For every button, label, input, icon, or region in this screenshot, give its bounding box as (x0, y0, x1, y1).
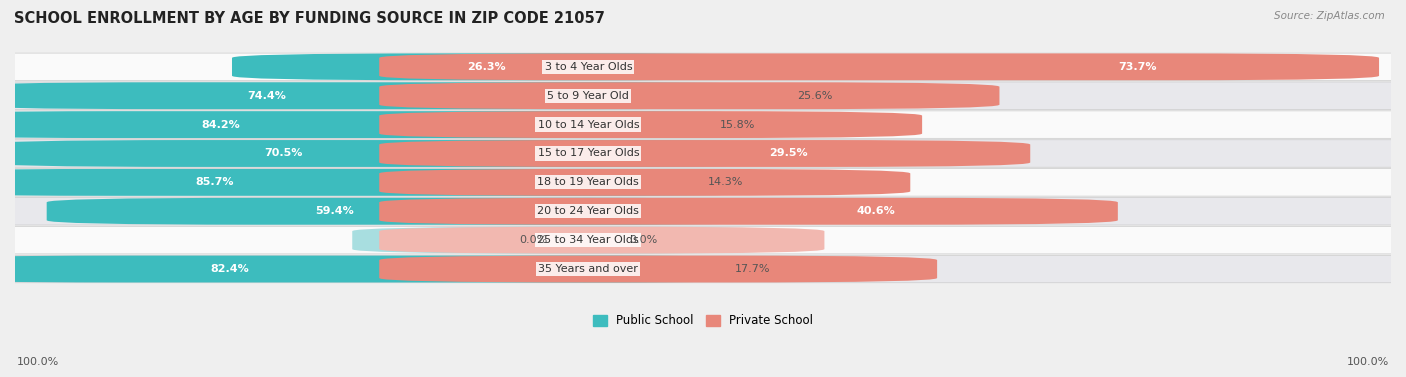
Bar (194, 144, 588, 162)
FancyBboxPatch shape (380, 82, 1000, 109)
Bar (588, 202, 908, 220)
Text: 82.4%: 82.4% (209, 264, 249, 274)
Text: 3 to 4 Year Olds: 3 to 4 Year Olds (544, 62, 633, 72)
Text: 100.0%: 100.0% (1347, 357, 1389, 367)
Text: 0.0%: 0.0% (520, 235, 548, 245)
FancyBboxPatch shape (380, 169, 910, 196)
Legend: Public School, Private School: Public School, Private School (593, 314, 813, 327)
FancyBboxPatch shape (0, 140, 1406, 167)
Bar (588, 260, 728, 278)
Text: 15 to 17 Year Olds: 15 to 17 Year Olds (537, 149, 640, 158)
Bar (588, 58, 1170, 76)
Bar (441, 58, 588, 76)
FancyBboxPatch shape (380, 256, 938, 282)
FancyBboxPatch shape (0, 169, 797, 196)
FancyBboxPatch shape (0, 53, 1406, 81)
Text: SCHOOL ENROLLMENT BY AGE BY FUNDING SOURCE IN ZIP CODE 21057: SCHOOL ENROLLMENT BY AGE BY FUNDING SOUR… (14, 11, 605, 26)
Text: 73.7%: 73.7% (1118, 62, 1157, 72)
Text: 74.4%: 74.4% (247, 91, 285, 101)
Bar (117, 116, 588, 133)
Bar (588, 87, 790, 105)
FancyBboxPatch shape (46, 198, 797, 225)
FancyBboxPatch shape (353, 227, 797, 254)
FancyBboxPatch shape (232, 54, 797, 80)
Text: 35 Years and over: 35 Years and over (538, 264, 638, 274)
Bar (108, 173, 588, 192)
Text: 5 to 9 Year Old: 5 to 9 Year Old (547, 91, 630, 101)
Text: 85.7%: 85.7% (195, 177, 233, 187)
Bar (172, 87, 588, 105)
Text: 0.0%: 0.0% (628, 235, 657, 245)
FancyBboxPatch shape (0, 227, 1406, 254)
Text: 17.7%: 17.7% (735, 264, 770, 274)
FancyBboxPatch shape (0, 82, 1406, 109)
FancyBboxPatch shape (0, 111, 797, 138)
FancyBboxPatch shape (0, 140, 797, 167)
Text: 10 to 14 Year Olds: 10 to 14 Year Olds (537, 120, 640, 130)
FancyBboxPatch shape (380, 54, 1379, 80)
Bar (256, 202, 588, 220)
Bar (588, 116, 713, 133)
Text: 100.0%: 100.0% (17, 357, 59, 367)
FancyBboxPatch shape (0, 82, 797, 109)
Bar (588, 144, 821, 162)
Text: Source: ZipAtlas.com: Source: ZipAtlas.com (1274, 11, 1385, 21)
Text: 18 to 19 Year Olds: 18 to 19 Year Olds (537, 177, 640, 187)
Text: 25.6%: 25.6% (797, 91, 832, 101)
Text: 25 to 34 Year Olds: 25 to 34 Year Olds (537, 235, 640, 245)
Text: 20 to 24 Year Olds: 20 to 24 Year Olds (537, 206, 640, 216)
FancyBboxPatch shape (0, 169, 1406, 196)
Text: 84.2%: 84.2% (202, 120, 240, 130)
Bar (127, 260, 588, 278)
Text: 59.4%: 59.4% (315, 206, 354, 216)
Text: 40.6%: 40.6% (856, 206, 896, 216)
Text: 15.8%: 15.8% (720, 120, 755, 130)
FancyBboxPatch shape (380, 140, 1031, 167)
Text: 70.5%: 70.5% (264, 149, 304, 158)
Text: 26.3%: 26.3% (468, 62, 506, 72)
FancyBboxPatch shape (380, 198, 1118, 225)
FancyBboxPatch shape (0, 111, 1406, 138)
FancyBboxPatch shape (380, 227, 824, 254)
Text: 14.3%: 14.3% (709, 177, 744, 187)
FancyBboxPatch shape (380, 111, 922, 138)
FancyBboxPatch shape (0, 198, 1406, 225)
FancyBboxPatch shape (0, 255, 1406, 283)
FancyBboxPatch shape (0, 256, 797, 282)
Bar (588, 173, 702, 192)
Text: 29.5%: 29.5% (769, 149, 807, 158)
